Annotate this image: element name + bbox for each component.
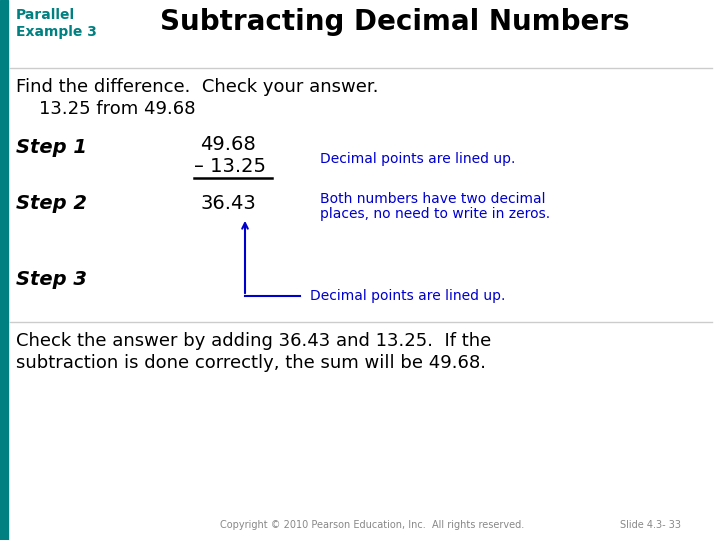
Text: Check the answer by adding 36.43 and 13.25.  If the: Check the answer by adding 36.43 and 13.…	[16, 332, 491, 350]
Bar	[0, 0, 8, 540]
Text: – 13.25: – 13.25	[194, 157, 266, 176]
Text: Slide 4.3- 33: Slide 4.3- 33	[620, 520, 681, 530]
Text: 13.25 from 49.68: 13.25 from 49.68	[16, 100, 196, 118]
Text: Find the difference.  Check your answer.: Find the difference. Check your answer.	[16, 78, 379, 96]
Text: 36.43: 36.43	[200, 194, 256, 213]
Text: Subtracting Decimal Numbers: Subtracting Decimal Numbers	[160, 8, 629, 36]
Text: subtraction is done correctly, the sum will be 49.68.: subtraction is done correctly, the sum w…	[16, 354, 486, 372]
Text: Decimal points are lined up.: Decimal points are lined up.	[310, 289, 505, 303]
Text: Copyright © 2010 Pearson Education, Inc.  All rights reserved.: Copyright © 2010 Pearson Education, Inc.…	[220, 520, 524, 530]
Text: Step 2: Step 2	[16, 194, 87, 213]
Text: places, no need to write in zeros.: places, no need to write in zeros.	[320, 207, 550, 221]
Text: Parallel
Example 3: Parallel Example 3	[16, 8, 97, 39]
Text: Step 3: Step 3	[16, 270, 87, 289]
Text: Both numbers have two decimal: Both numbers have two decimal	[320, 192, 546, 206]
Text: Step 1: Step 1	[16, 138, 87, 157]
Text: 49.68: 49.68	[200, 135, 256, 154]
Text: Decimal points are lined up.: Decimal points are lined up.	[320, 152, 516, 166]
